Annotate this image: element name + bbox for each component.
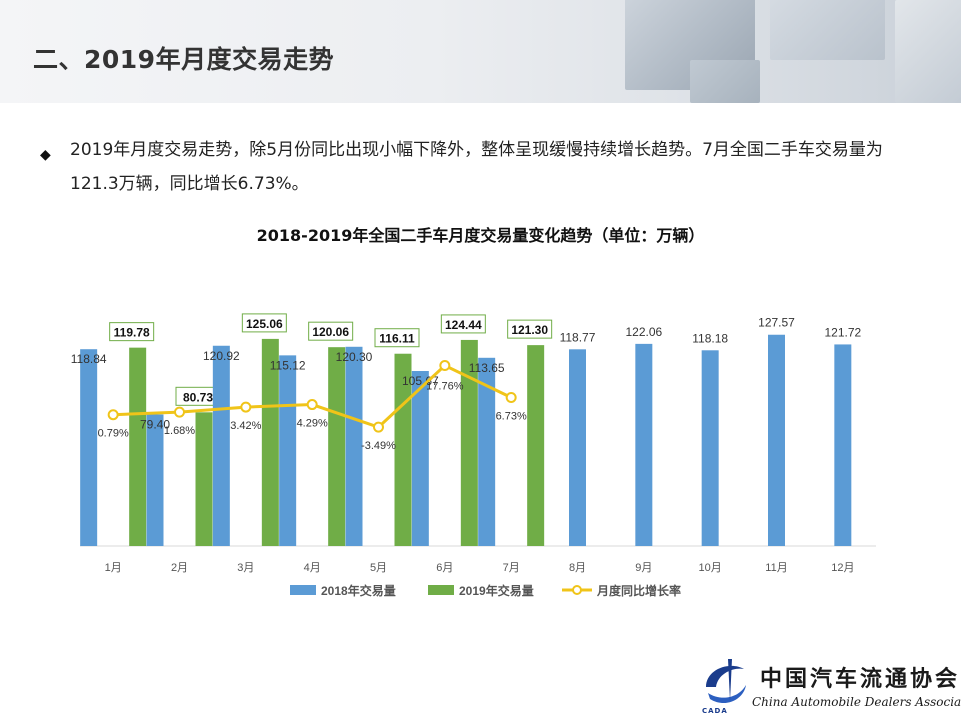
legend-swatch-1 — [290, 585, 316, 595]
bar-label-2019-5: 116.11 — [379, 332, 415, 346]
growth-rate-label-1: 0.79% — [98, 428, 129, 440]
bar-2018-5 — [345, 346, 363, 546]
decor-cube — [690, 60, 760, 103]
growth-rate-label-7: 6.73% — [496, 410, 527, 422]
bar-label-box-2019-4 — [308, 321, 354, 341]
bar-2019-6 — [460, 339, 478, 546]
x-tick-label-1: 1月 — [105, 562, 122, 574]
cada-logo: CADA 中国汽车流通协会 China Automobile Dealers A… — [700, 655, 961, 720]
decor-cube — [770, 0, 885, 60]
bar-label-box-2019-6 — [440, 314, 486, 334]
bar-label-2018-1: 118.84 — [71, 352, 107, 366]
x-tick-label-2: 2月 — [171, 562, 188, 574]
growth-rate-point-6 — [439, 359, 451, 371]
bullet-text: 2019年月度交易走势，除5月份同比出现小幅下降外，整体呈现缓慢持续增长趋势。7… — [70, 140, 883, 194]
logo-chinese-name: 中国汽车流通协会 — [760, 666, 961, 692]
bar-label-2019-1: 119.78 — [114, 326, 150, 340]
bar-label-box-2019-5 — [374, 328, 420, 348]
x-tick-label-7: 7月 — [503, 562, 520, 574]
growth-rate-point-3 — [240, 401, 252, 413]
growth-rate-label-3: 3.42% — [230, 420, 261, 432]
bar-label-2018-5: 120.30 — [336, 350, 373, 364]
logo-abbr: CADA — [702, 707, 728, 715]
decor-cube — [895, 0, 961, 103]
bar-2018-3 — [212, 345, 230, 546]
growth-rate-point-4 — [306, 399, 318, 411]
x-tick-label-5: 5月 — [370, 562, 387, 574]
bar-2018-11 — [768, 334, 785, 546]
bar-2019-1 — [129, 347, 147, 546]
bar-2018-12 — [834, 344, 852, 546]
chart-title: 2018-2019年全国二手车月度交易量变化趋势（单位：万辆） — [256, 226, 705, 245]
bar-label-2018-8: 118.77 — [560, 330, 596, 344]
x-tick-label-10: 10月 — [699, 562, 722, 574]
legend-label-3: 月度同比增长率 — [596, 583, 681, 598]
bar-label-2018-4: 115.12 — [270, 358, 306, 372]
legend-swatch-marker — [572, 585, 582, 595]
bar-2018-2 — [146, 414, 164, 546]
bar-label-2019-6: 124.44 — [445, 318, 482, 332]
x-tick-label-6: 6月 — [436, 562, 453, 574]
bar-label-2019-7: 121.30 — [511, 323, 548, 337]
logo-english-name: China Automobile Dealers Association — [752, 695, 961, 709]
slide-title: 二、2019年月度交易走势 — [33, 45, 335, 74]
bar-label-2019-3: 125.06 — [246, 317, 283, 331]
bar-2019-3 — [261, 338, 279, 546]
bar-2019-4 — [328, 347, 346, 546]
bullet-point: ◆ 2019年月度交易走势，除5月份同比出现小幅下降外，整体呈现缓慢持续增长趋势… — [40, 133, 920, 201]
bar-label-box-2019-1 — [109, 322, 155, 342]
bar-label-2018-11: 127.57 — [758, 316, 795, 330]
bar-2018-6 — [411, 371, 429, 546]
legend-label-2: 2019年交易量 — [459, 583, 534, 598]
growth-rate-label-5: -3.49% — [361, 440, 396, 452]
bar-label-2018-3: 120.92 — [203, 349, 240, 363]
growth-rate-label-2: 1.68% — [164, 425, 195, 437]
x-tick-label-11: 11月 — [765, 562, 787, 574]
bar-label-2018-9: 122.06 — [625, 325, 662, 339]
growth-rate-point-2 — [174, 406, 185, 418]
legend-swatch-2 — [428, 585, 454, 595]
growth-rate-label-4: 4.29% — [297, 418, 328, 430]
bar-2019-2 — [195, 412, 213, 546]
x-tick-label-9: 9月 — [635, 562, 652, 574]
growth-rate-label-6: 17.76% — [426, 380, 464, 392]
growth-rate-point-1 — [107, 409, 119, 421]
x-tick-label-4: 4月 — [304, 562, 321, 574]
bar-2018-4 — [279, 355, 297, 546]
growth-rate-point-7 — [505, 391, 517, 403]
bar-label-2019-2: 80.73 — [183, 390, 213, 404]
bar-2018-8 — [569, 349, 586, 546]
bar-2019-7 — [527, 345, 545, 546]
bar-label-box-2019-3 — [241, 313, 287, 333]
growth-rate-point-5 — [373, 421, 384, 433]
bar-2018-7 — [478, 357, 496, 546]
bar-2018-10 — [701, 350, 719, 546]
bar-label-2018-12: 121.72 — [824, 325, 861, 339]
bar-label-2018-2: 79.40 — [140, 418, 170, 432]
legend-label-1: 2018年交易量 — [321, 583, 396, 598]
bar-label-2018-7: 113.65 — [469, 361, 505, 375]
bar-2018-9 — [635, 343, 653, 546]
diamond-bullet-icon: ◆ — [40, 147, 51, 163]
bar-label-2019-4: 120.06 — [312, 325, 349, 339]
x-tick-label-12: 12月 — [831, 562, 854, 574]
bar-2018-1 — [80, 349, 98, 546]
x-tick-label-8: 8月 — [569, 562, 586, 574]
bar-label-2018-10: 118.18 — [692, 331, 728, 345]
x-tick-label-3: 3月 — [237, 562, 254, 574]
bar-label-box-2019-7 — [507, 319, 553, 339]
cada-logo-mark-icon — [706, 659, 746, 704]
slide-header: 二、2019年月度交易走势 — [0, 0, 961, 103]
